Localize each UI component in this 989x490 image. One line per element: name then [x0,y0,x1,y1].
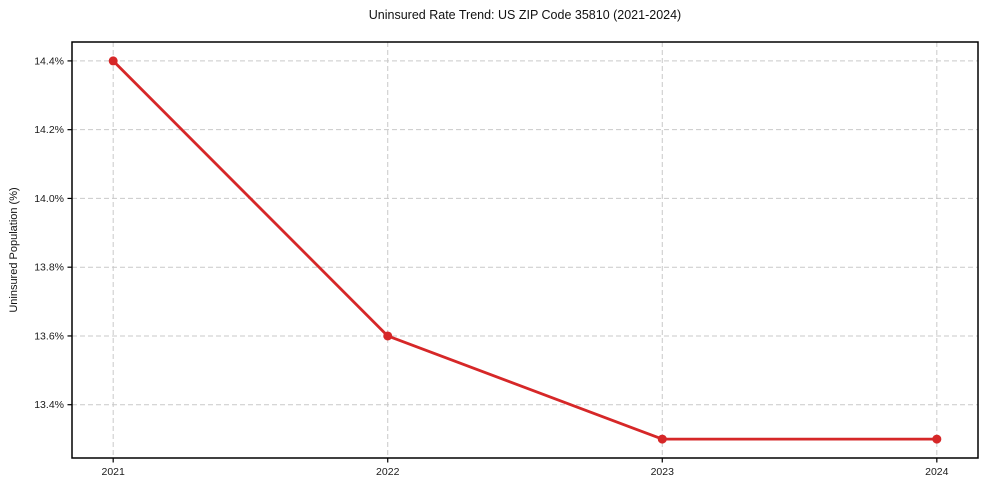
y-tick-label: 13.4% [34,399,64,411]
y-tick-label: 14.4% [34,55,64,67]
y-tick-label: 14.0% [34,193,64,205]
x-tick-label: 2023 [651,466,675,478]
data-point [383,331,393,341]
y-tick-label: 13.8% [34,262,64,274]
data-point [108,56,118,66]
chart-title: Uninsured Rate Trend: US ZIP Code 35810 … [368,8,682,22]
data-line [111,59,939,441]
y-tick-label: 13.6% [34,330,64,342]
y-tick-label: 14.2% [34,124,64,136]
data-point [657,434,667,444]
x-tick-label: 2021 [102,466,126,478]
x-tick-label: 2022 [376,466,400,478]
x-tick-label: 2024 [925,466,949,478]
plot-border [71,41,979,459]
data-point [932,434,942,444]
